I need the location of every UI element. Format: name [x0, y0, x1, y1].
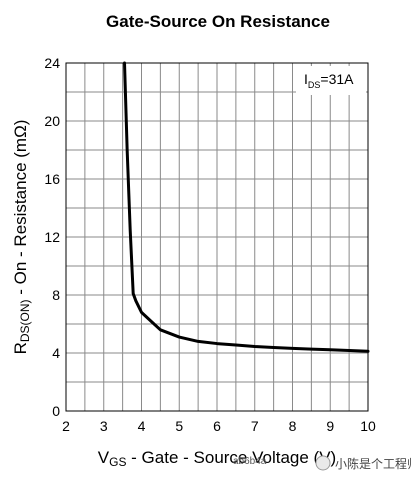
- x-tick-label: 3: [100, 418, 108, 434]
- x-tick-label: 2: [62, 418, 70, 434]
- x-tick-label: 5: [175, 418, 183, 434]
- annotation-main: I: [304, 71, 308, 87]
- watermark-left-text: ab6b4a: [233, 456, 267, 467]
- x-tick-label: 6: [213, 418, 221, 434]
- annotation-label: IDS=31A: [304, 71, 354, 90]
- y-axis-label: RDS(ON) - On - Resistance (mΩ): [11, 120, 32, 355]
- x-axis-label-sub: GS: [109, 455, 126, 469]
- x-axis-label: VGS - Gate - Source Voltage (V): [98, 448, 336, 469]
- x-tick-label: 8: [289, 418, 297, 434]
- y-tick-label: 4: [52, 345, 60, 361]
- y-tick-label: 20: [44, 113, 60, 129]
- grid: [66, 63, 368, 411]
- y-axis-label-rest: - On - Resistance (mΩ): [11, 120, 30, 300]
- x-tick-label: 4: [138, 418, 146, 434]
- x-tick-labels: 2 3 4 5 6 7 8 9 10: [62, 418, 376, 434]
- y-tick-label: 24: [44, 55, 60, 71]
- y-tick-label: 16: [44, 171, 60, 187]
- watermark: ab6b4a 小陈是个工程师: [233, 455, 411, 471]
- annotation-box: IDS=31A: [296, 66, 366, 95]
- y-tick-label: 8: [52, 287, 60, 303]
- chart-title: Gate-Source On Resistance: [106, 12, 330, 31]
- plot-frame: [65, 62, 369, 412]
- series-line-0: [123, 61, 370, 353]
- x-axis-label-main: V: [98, 448, 110, 467]
- x-tick-label: 9: [326, 418, 334, 434]
- y-tick-label: 12: [44, 229, 60, 245]
- wechat-icon: [315, 455, 331, 471]
- x-axis-label-rest: - Gate - Source Voltage (V): [126, 448, 336, 467]
- annotation-background: [296, 66, 366, 95]
- x-tick-label: 10: [360, 418, 376, 434]
- x-tick-label: 7: [251, 418, 259, 434]
- y-tick-labels: 0 4 8 12 16 20 24: [44, 55, 60, 419]
- y-axis-label-sub: DS(ON): [18, 299, 32, 342]
- annotation-sub: DS: [308, 80, 321, 90]
- y-tick-label: 0: [52, 403, 60, 419]
- y-axis-label-main: R: [11, 342, 30, 354]
- annotation-rest: =31A: [320, 71, 354, 87]
- series-group: [123, 61, 370, 353]
- watermark-right-text: 小陈是个工程师: [335, 456, 411, 471]
